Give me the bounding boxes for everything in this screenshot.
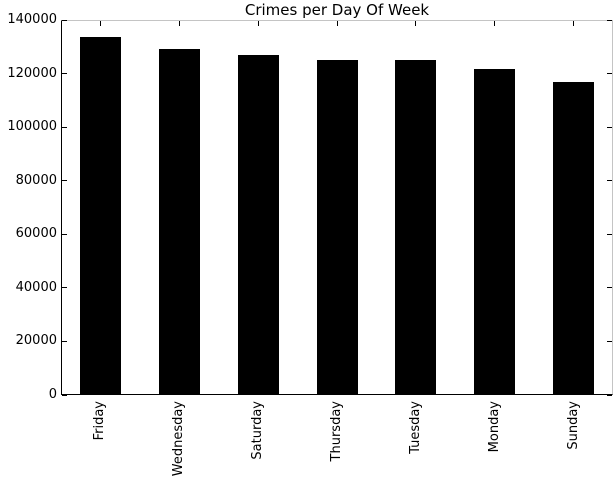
bar-friday xyxy=(79,36,121,394)
ytick-mark-left xyxy=(62,340,67,342)
xtick-mark-top-saturday xyxy=(257,21,259,26)
ytick-mark-right xyxy=(607,180,612,182)
xtick-label-tuesday: Tuesday xyxy=(407,401,423,454)
bar-sunday xyxy=(553,82,595,394)
ytick-label-60000: 60000 xyxy=(15,226,57,242)
bar-saturday xyxy=(237,55,279,394)
ytick-label-80000: 80000 xyxy=(15,172,57,188)
ytick-mark-right xyxy=(607,233,612,235)
chart-title: Crimes per Day Of Week xyxy=(244,1,430,19)
ytick-mark-right xyxy=(607,394,612,396)
ytick-label-100000: 100000 xyxy=(7,119,57,135)
bar-wednesday xyxy=(158,48,200,394)
ytick-mark-left xyxy=(62,287,67,289)
ytick-label-20000: 20000 xyxy=(15,333,57,349)
ytick-mark-right xyxy=(607,19,612,21)
bar-thursday xyxy=(316,60,358,394)
xtick-mark-top-thursday xyxy=(336,21,338,26)
xtick-label-wednesday: Wednesday xyxy=(171,401,187,477)
ytick-mark-left xyxy=(62,394,67,396)
xtick-label-sunday: Sunday xyxy=(565,401,581,450)
xtick-label-monday: Monday xyxy=(486,401,502,453)
xtick-mark-top-friday xyxy=(99,21,101,26)
bar-tuesday xyxy=(395,60,437,394)
ytick-mark-left xyxy=(62,233,67,235)
ytick-mark-right xyxy=(607,73,612,75)
ytick-label-120000: 120000 xyxy=(7,65,57,81)
xtick-label-saturday: Saturday xyxy=(250,401,266,460)
ytick-mark-left xyxy=(62,19,67,21)
ytick-label-0: 0 xyxy=(48,387,57,402)
ytick-label-40000: 40000 xyxy=(15,279,57,295)
xtick-mark-top-sunday xyxy=(573,21,575,26)
ytick-mark-left xyxy=(62,126,67,128)
xtick-label-friday: Friday xyxy=(92,401,108,441)
ytick-mark-right xyxy=(607,340,612,342)
ytick-mark-left xyxy=(62,73,67,75)
xtick-mark-top-tuesday xyxy=(415,21,417,26)
ytick-mark-left xyxy=(62,180,67,182)
xtick-mark-top-monday xyxy=(494,21,496,26)
ytick-mark-right xyxy=(607,287,612,289)
xtick-label-thursday: Thursday xyxy=(329,401,344,462)
ytick-mark-right xyxy=(607,126,612,128)
xtick-mark-top-wednesday xyxy=(178,21,180,26)
ytick-label-140000: 140000 xyxy=(7,12,57,27)
bar-monday xyxy=(474,69,516,394)
